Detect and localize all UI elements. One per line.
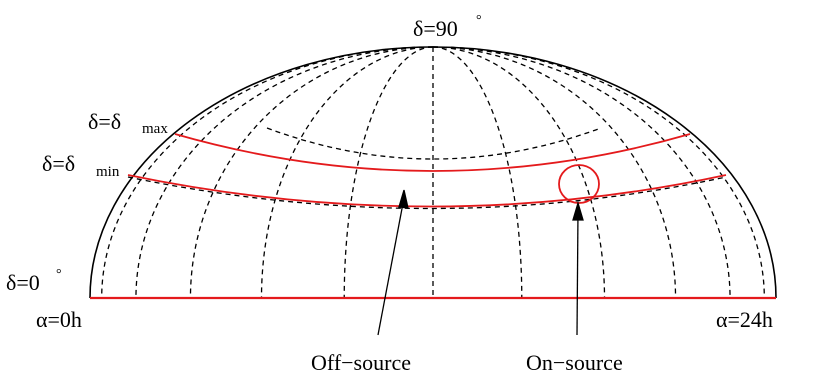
on-source-label: On−source bbox=[526, 350, 623, 375]
meridian-line bbox=[135, 46, 434, 299]
delta-min-main-text: δ=δ bbox=[42, 151, 75, 176]
meridian-line bbox=[432, 46, 677, 299]
parallel-lines bbox=[127, 127, 727, 210]
equator-label: δ=0 ° bbox=[6, 267, 62, 295]
meridian-line bbox=[432, 46, 606, 299]
on-source-region bbox=[558, 164, 600, 204]
off-source-arrowhead bbox=[398, 189, 409, 209]
meridian-line bbox=[101, 46, 434, 299]
delta-min-label: δ=δ min bbox=[42, 151, 120, 180]
off-source-arrow bbox=[377, 197, 405, 336]
equator-label-text: δ=0 bbox=[6, 270, 40, 295]
band-lower-edge bbox=[127, 174, 727, 208]
meridian-line bbox=[189, 46, 434, 299]
meridian-line bbox=[432, 46, 731, 299]
pole-degree-sign: ° bbox=[476, 13, 482, 28]
declination-band bbox=[127, 133, 727, 208]
meridian-line bbox=[260, 46, 434, 299]
on-source-arrow bbox=[576, 210, 579, 336]
meridian-line bbox=[432, 46, 765, 299]
equator-degree-sign: ° bbox=[56, 267, 62, 282]
alpha-end-label: α=24h bbox=[716, 307, 773, 332]
pole-label: δ=90 ° bbox=[413, 13, 482, 41]
parallel-upper bbox=[266, 127, 602, 160]
alpha-start-label: α=0h bbox=[36, 307, 82, 332]
pointer-arrows bbox=[377, 189, 584, 336]
delta-min-subscript: min bbox=[96, 164, 120, 180]
on-source-arrowhead bbox=[572, 200, 584, 221]
meridian-lines bbox=[101, 46, 765, 299]
pole-label-text: δ=90 bbox=[413, 16, 458, 41]
band-upper-edge bbox=[174, 133, 691, 172]
delta-max-subscript: max bbox=[142, 121, 168, 137]
delta-max-label: δ=δ max bbox=[88, 109, 168, 137]
parallel-lower bbox=[127, 176, 727, 210]
meridian-line bbox=[343, 46, 434, 299]
off-source-label: Off−source bbox=[311, 350, 411, 375]
delta-max-main-text: δ=δ bbox=[88, 109, 121, 134]
meridian-line bbox=[432, 46, 523, 299]
